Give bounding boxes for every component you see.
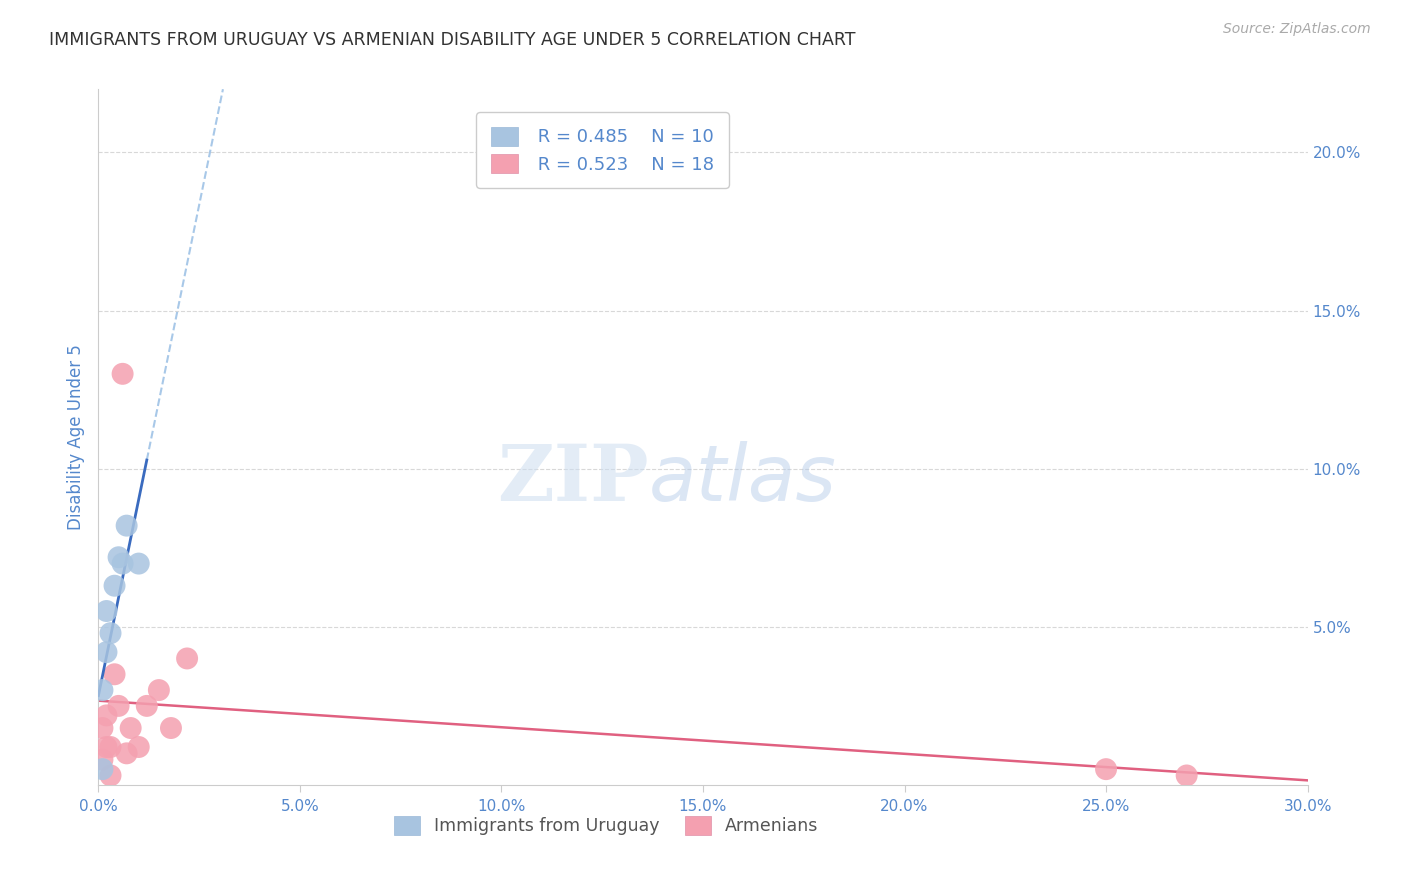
Point xyxy=(107,550,129,565)
Y-axis label: Disability Age Under 5: Disability Age Under 5 xyxy=(66,344,84,530)
Point xyxy=(111,367,134,381)
Point xyxy=(111,557,134,571)
Point xyxy=(96,645,118,659)
Text: atlas: atlas xyxy=(648,441,837,516)
Point xyxy=(148,683,170,698)
Point xyxy=(91,721,114,735)
Point xyxy=(100,768,122,782)
Point xyxy=(160,721,183,735)
Point xyxy=(91,683,114,698)
Point xyxy=(128,739,150,754)
Point xyxy=(176,651,198,665)
Point xyxy=(96,604,118,618)
Point xyxy=(1175,768,1198,782)
Text: Source: ZipAtlas.com: Source: ZipAtlas.com xyxy=(1223,22,1371,37)
Point xyxy=(115,518,138,533)
Point xyxy=(100,626,122,640)
Point xyxy=(1095,762,1118,776)
Point xyxy=(100,739,122,754)
Point xyxy=(91,753,114,767)
Point xyxy=(91,762,114,776)
Point xyxy=(103,667,125,681)
Point xyxy=(107,698,129,713)
Point xyxy=(128,557,150,571)
Point xyxy=(96,708,118,723)
Point xyxy=(120,721,142,735)
Legend: Immigrants from Uruguay, Armenians: Immigrants from Uruguay, Armenians xyxy=(387,809,825,842)
Point xyxy=(135,698,157,713)
Point xyxy=(115,747,138,761)
Point xyxy=(96,739,118,754)
Text: IMMIGRANTS FROM URUGUAY VS ARMENIAN DISABILITY AGE UNDER 5 CORRELATION CHART: IMMIGRANTS FROM URUGUAY VS ARMENIAN DISA… xyxy=(49,31,856,49)
Point xyxy=(103,579,125,593)
Text: ZIP: ZIP xyxy=(496,441,648,516)
